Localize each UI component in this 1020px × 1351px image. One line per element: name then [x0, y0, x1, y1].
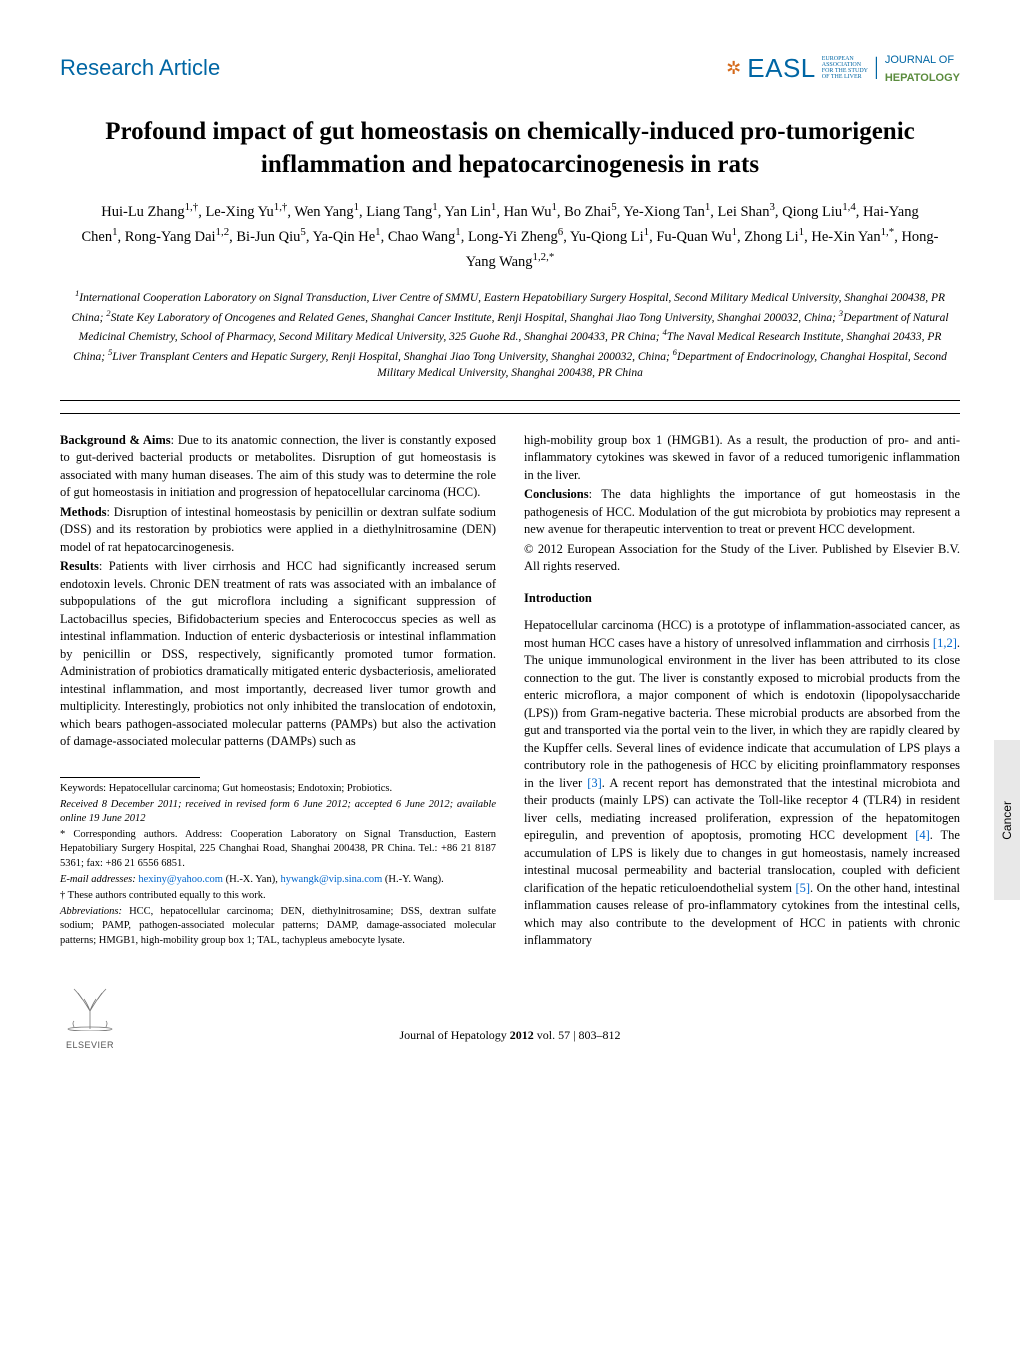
methods-text: : Disruption of intestinal homeostasis b…: [60, 505, 496, 554]
conclusions-text: : The data highlights the importance of …: [524, 487, 960, 536]
footnote-rule: [60, 777, 200, 778]
footer-citation: Journal of Hepatology 2012 vol. 57 | 803…: [120, 1027, 900, 1052]
introduction-heading: Introduction: [524, 590, 960, 608]
footer: ELSEVIER Journal of Hepatology 2012 vol.…: [60, 978, 960, 1052]
background-label: Background & Aims: [60, 433, 171, 447]
journal-logo: ✲ EASL EUROPEAN ASSOCIATION FOR THE STUD…: [726, 50, 960, 86]
introduction-body: Hepatocellular carcinoma (HCC) is a prot…: [524, 617, 960, 950]
ref-link[interactable]: [4]: [915, 828, 930, 842]
results-label: Results: [60, 559, 99, 573]
citation-vol: vol. 57: [534, 1028, 573, 1042]
abbrev-text: HCC, hepatocellular carcinoma; DEN, diet…: [60, 906, 496, 945]
corresponding-author: * Corresponding authors. Address: Cooper…: [60, 828, 496, 871]
side-tab: Cancer: [994, 740, 1020, 900]
journal-of: JOURNAL OF: [885, 54, 954, 66]
right-column: high-mobility group box 1 (HMGB1). As a …: [524, 432, 960, 950]
easl-subtext: EUROPEAN ASSOCIATION FOR THE STUDY OF TH…: [822, 56, 868, 80]
email-link-1[interactable]: hexiny@yahoo.com: [138, 874, 223, 885]
logo-separator: |: [874, 51, 879, 85]
methods-label: Methods: [60, 505, 107, 519]
rule-top: [60, 400, 960, 401]
abstract-background: Background & Aims: Due to its anatomic c…: [60, 432, 496, 502]
footnotes: Keywords: Hepatocellular carcinoma; Gut …: [60, 782, 496, 948]
conclusions-label: Conclusions: [524, 487, 589, 501]
abstract-conclusions: Conclusions: The data highlights the imp…: [524, 486, 960, 539]
elsevier-logo: ELSEVIER: [60, 978, 120, 1052]
ref-link[interactable]: [5]: [795, 881, 810, 895]
elsevier-tree-icon: [64, 981, 116, 1037]
abstract-methods: Methods: Disruption of intestinal homeos…: [60, 504, 496, 557]
header: Research Article ✲ EASL EUROPEAN ASSOCIA…: [60, 50, 960, 86]
elsevier-text: ELSEVIER: [66, 1039, 114, 1052]
citation-pages: | 803–812: [573, 1028, 620, 1042]
email2-who: (H.-Y. Wang).: [382, 874, 443, 885]
emails-line: E-mail addresses: hexiny@yahoo.com (H.-X…: [60, 873, 496, 887]
abstract-results-cont: high-mobility group box 1 (HMGB1). As a …: [524, 432, 960, 485]
emails-label: E-mail addresses:: [60, 874, 136, 885]
citation-journal: Journal of Hepatology: [399, 1028, 509, 1042]
authors-list: Hui-Lu Zhang1,†, Le-Xing Yu1,†, Wen Yang…: [80, 199, 940, 273]
easl-icon: ✲: [726, 56, 741, 81]
side-tab-label: Cancer: [999, 801, 1016, 840]
results-text: : Patients with liver cirrhosis and HCC …: [60, 559, 496, 748]
email1-who: (H.-X. Yan),: [223, 874, 280, 885]
equal-contribution: † These authors contributed equally to t…: [60, 889, 496, 903]
email-link-2[interactable]: hywangk@vip.sina.com: [280, 874, 382, 885]
ref-link[interactable]: [3]: [587, 776, 602, 790]
article-title: Profound impact of gut homeostasis on ch…: [100, 116, 920, 181]
abbreviations: Abbreviations: HCC, hepatocellular carci…: [60, 905, 496, 948]
rule-bottom: [60, 413, 960, 414]
abbrev-label: Abbreviations:: [60, 906, 122, 917]
copyright-line: © 2012 European Association for the Stud…: [524, 541, 960, 576]
section-label: Research Article: [60, 53, 220, 84]
citation-year: 2012: [510, 1028, 534, 1042]
ref-link[interactable]: [1,2]: [933, 636, 957, 650]
received-dates: Received 8 December 2011; received in re…: [60, 798, 496, 826]
left-column: Background & Aims: Due to its anatomic c…: [60, 432, 496, 950]
easl-text: EASL: [747, 50, 816, 86]
easl-sub4: OF THE LIVER: [822, 74, 862, 80]
journal-name-block: JOURNAL OF HEPATOLOGY: [885, 50, 960, 86]
keywords: Keywords: Hepatocellular carcinoma; Gut …: [60, 782, 496, 796]
two-column-body: Background & Aims: Due to its anatomic c…: [60, 432, 960, 950]
affiliations: 1International Cooperation Laboratory on…: [70, 287, 950, 382]
hepatology: HEPATOLOGY: [885, 72, 960, 84]
abstract-results: Results: Patients with liver cirrhosis a…: [60, 558, 496, 751]
